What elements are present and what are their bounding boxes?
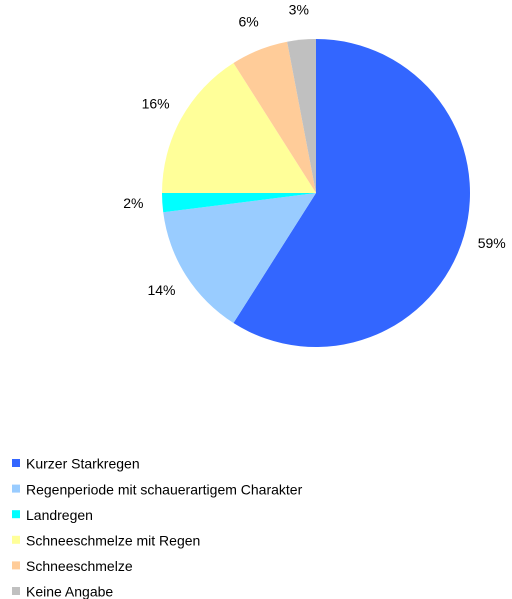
pie-slice	[287, 39, 316, 193]
legend-label: Landregen	[26, 507, 93, 523]
data-label: 16%	[142, 96, 170, 112]
legend-swatch	[12, 459, 20, 467]
data-label: 6%	[239, 14, 259, 30]
legend-swatch	[12, 510, 20, 519]
data-label: 2%	[123, 195, 143, 211]
legend-label: Schneeschmelze	[26, 558, 133, 574]
data-label: 3%	[289, 2, 309, 18]
data-label: 14%	[147, 282, 175, 298]
legend-swatch	[12, 561, 20, 570]
pie-slice	[163, 193, 316, 324]
pie-slice	[162, 193, 316, 213]
legend-label: Keine Angabe	[26, 584, 113, 599]
legend-swatch	[12, 535, 20, 544]
pie-slice	[233, 41, 316, 193]
legend-label: Schneeschmelze mit Regen	[26, 533, 200, 549]
legend-swatch	[12, 587, 20, 595]
pie-slice	[233, 39, 470, 347]
legend-label: Kurzer Starkregen	[26, 456, 140, 472]
data-label: 59%	[478, 235, 506, 251]
legend-label: Regenperiode mit schauerartigem Charakte…	[26, 481, 303, 497]
legend-swatch	[12, 484, 20, 493]
pie-slice	[162, 62, 316, 194]
